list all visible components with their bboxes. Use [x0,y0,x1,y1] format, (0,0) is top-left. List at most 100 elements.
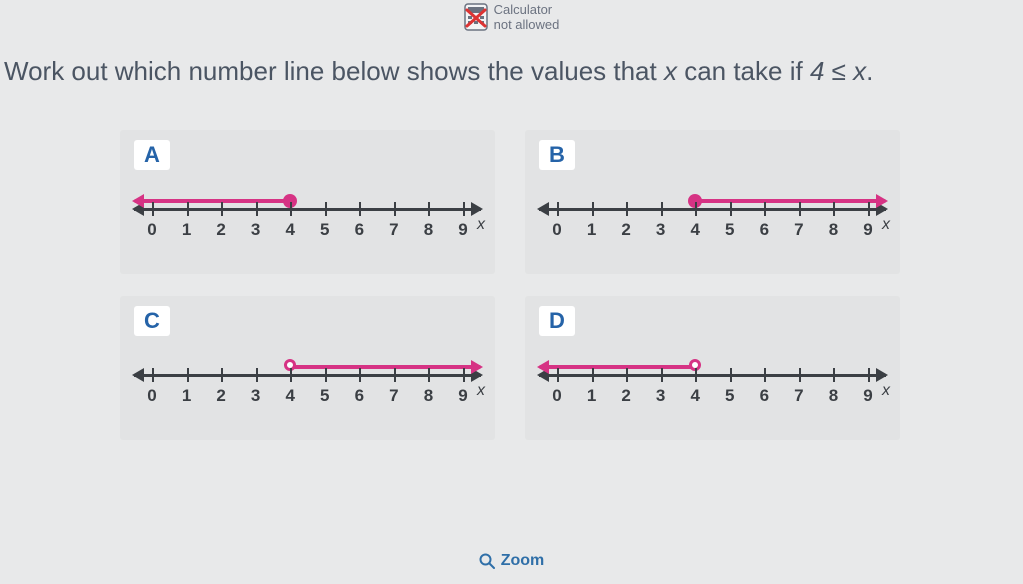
tick [221,202,223,216]
tick-label: 2 [216,220,225,240]
tick-label: 3 [656,220,665,240]
tick [187,202,189,216]
choice-c[interactable]: C0123456789x [120,296,495,440]
number-line: 0123456789x [134,188,481,258]
q-ineq: 4 ≤ x [810,56,866,86]
calc-line1: Calculator [494,2,560,17]
search-icon [479,553,495,569]
tick [626,202,628,216]
tick-label: 6 [760,386,769,406]
choice-d[interactable]: D0123456789x [525,296,900,440]
tick [152,368,154,382]
axis-var-label: x [882,382,890,400]
tick-label: 1 [182,386,191,406]
zoom-row: Zoom [0,552,1023,570]
tick-label: 7 [389,220,398,240]
tick-label: 1 [182,220,191,240]
axis-var-label: x [477,382,485,400]
tick [325,202,327,216]
tick [394,368,396,382]
tick [428,368,430,382]
tick-label: 5 [320,220,329,240]
tick-label: 5 [320,386,329,406]
tick [359,202,361,216]
q-var: x [664,56,677,86]
choice-label: C [134,306,170,336]
tick [221,368,223,382]
q-middle: can take if [677,56,810,86]
ticks: 0123456789 [152,202,463,242]
tick [695,202,697,216]
tick-label: 2 [621,386,630,406]
tick [799,368,801,382]
tick [256,368,258,382]
tick-label: 9 [863,220,872,240]
zoom-button[interactable]: Zoom [479,552,545,570]
tick-label: 2 [216,386,225,406]
tick [626,368,628,382]
tick [764,368,766,382]
tick [463,202,465,216]
tick-label: 5 [725,386,734,406]
tick [290,368,292,382]
tick [833,368,835,382]
tick [325,368,327,382]
number-line: 0123456789x [539,188,886,258]
tick [661,202,663,216]
tick [868,202,870,216]
tick [592,202,594,216]
axis-var-label: x [477,216,485,234]
tick-label: 4 [690,220,699,240]
tick-label: 7 [389,386,398,406]
ticks: 0123456789 [152,368,463,408]
choice-label: D [539,306,575,336]
tick-label: 8 [829,220,838,240]
tick-label: 0 [147,386,156,406]
choice-b[interactable]: B0123456789x [525,130,900,274]
tick-label: 9 [458,220,467,240]
tick [290,202,292,216]
tick [428,202,430,216]
tick [695,368,697,382]
calculator-text: Calculator not allowed [494,2,560,32]
calc-line2: not allowed [494,17,560,32]
tick [187,368,189,382]
tick-label: 5 [725,220,734,240]
tick-label: 0 [552,386,561,406]
tick-label: 9 [863,386,872,406]
q-suffix: . [866,56,873,86]
tick-label: 9 [458,386,467,406]
tick [557,202,559,216]
tick [359,368,361,382]
tick-label: 4 [285,220,294,240]
tick [256,202,258,216]
tick-label: 3 [251,386,260,406]
top-strip: Calculator not allowed [0,0,1023,46]
ticks: 0123456789 [557,368,868,408]
tick [557,368,559,382]
calculator-badge: Calculator not allowed [464,2,560,32]
number-line: 0123456789x [134,354,481,424]
question-text: Work out which number line below shows t… [0,56,1023,87]
choice-a[interactable]: A0123456789x [120,130,495,274]
q-prefix: Work out which number line below shows t… [4,56,664,86]
tick [799,202,801,216]
tick-label: 1 [587,220,596,240]
choices-grid: A0123456789xB0123456789xC0123456789xD012… [120,130,900,440]
tick-label: 7 [794,220,803,240]
tick-label: 3 [656,386,665,406]
tick-label: 0 [147,220,156,240]
tick-label: 8 [424,386,433,406]
tick-label: 8 [829,386,838,406]
tick-label: 7 [794,386,803,406]
tick [463,368,465,382]
axis-var-label: x [882,216,890,234]
tick-label: 4 [285,386,294,406]
tick-label: 3 [251,220,260,240]
number-line: 0123456789x [539,354,886,424]
tick [868,368,870,382]
tick-label: 6 [355,220,364,240]
tick [592,368,594,382]
tick [394,202,396,216]
tick-label: 6 [760,220,769,240]
